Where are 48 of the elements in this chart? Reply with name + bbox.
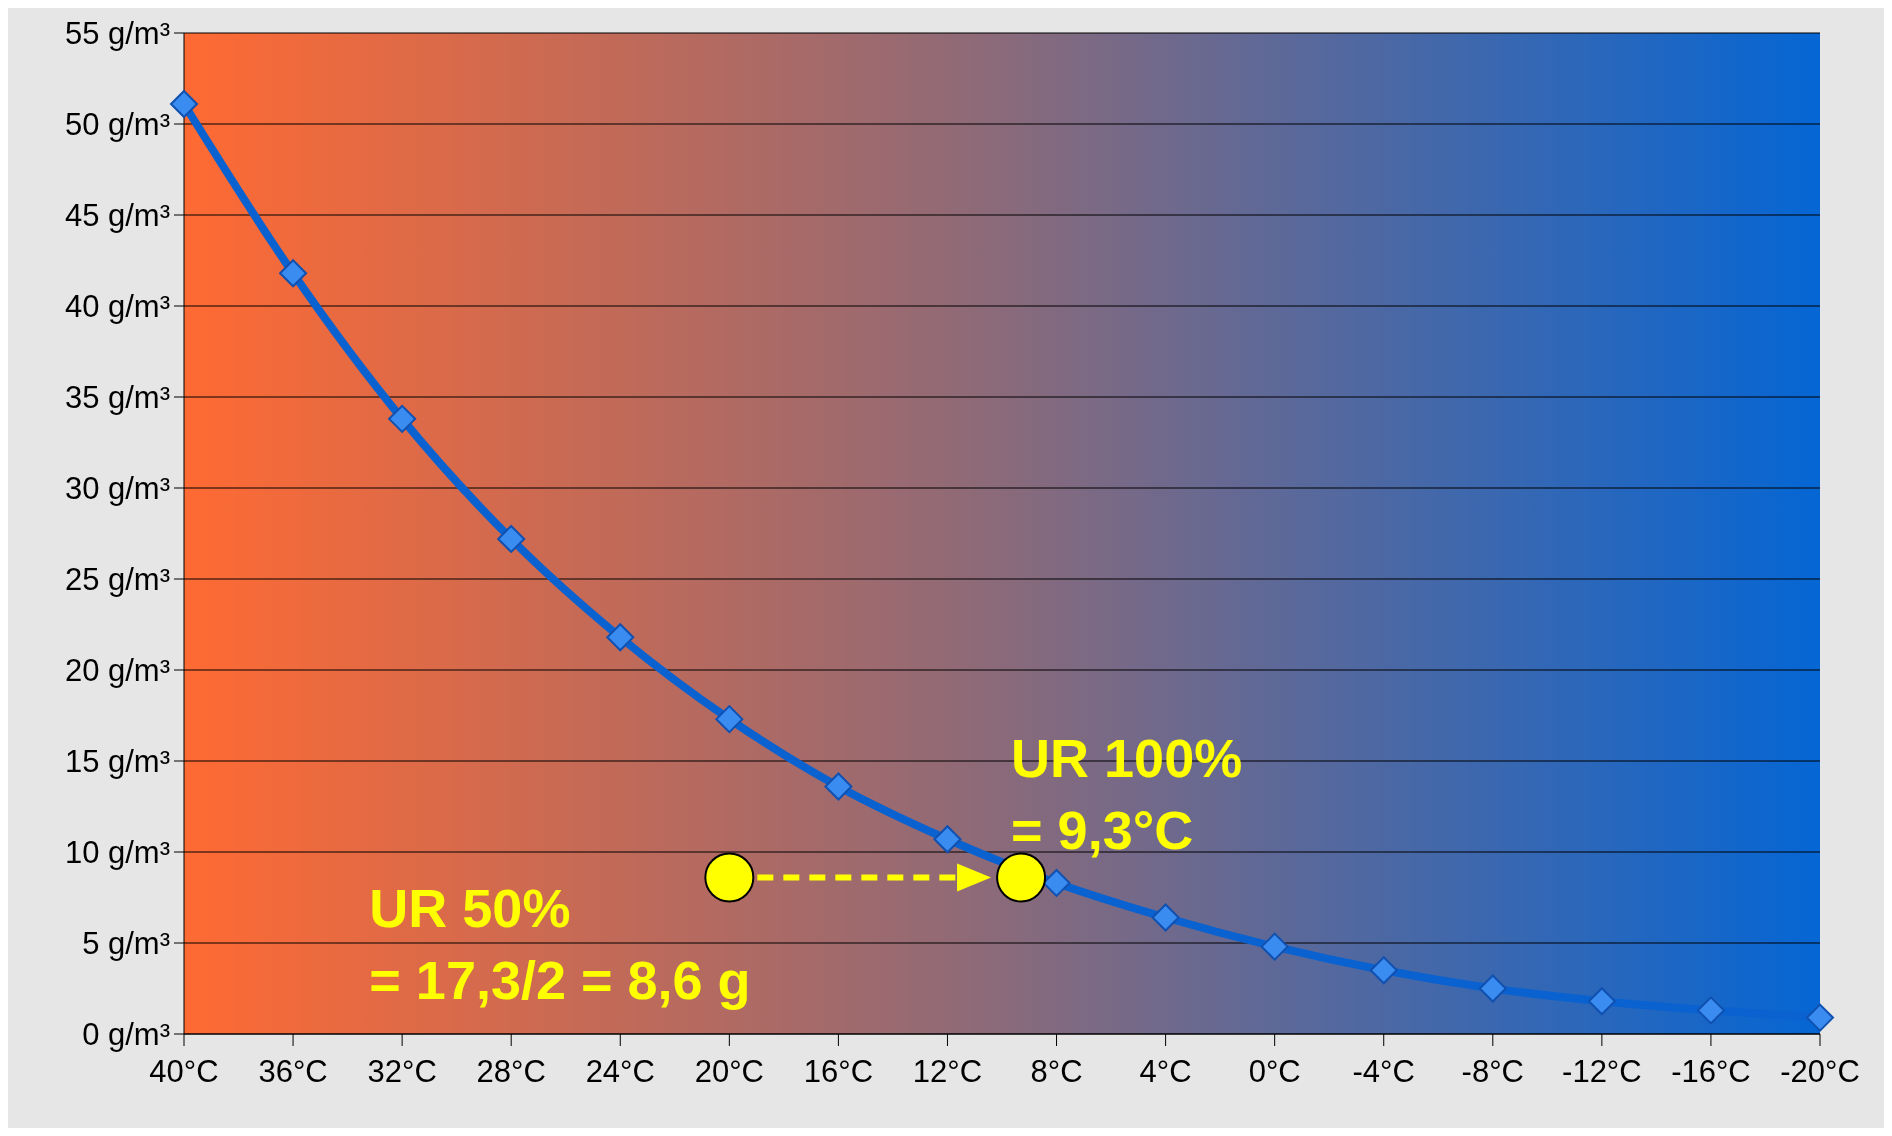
x-tick-label: 20°C <box>694 1054 764 1089</box>
point <box>933 825 962 854</box>
y-tick-label: 10 g/m³ <box>64 834 170 870</box>
x-tick-label: -8°C <box>1461 1054 1524 1089</box>
x-tick-label: 16°C <box>803 1054 874 1089</box>
x-tick-label: 28°C <box>476 1054 546 1089</box>
y-tick-label: 5 g/m³ <box>82 925 170 961</box>
x-tick-label: 36°C <box>258 1054 328 1089</box>
point <box>1696 996 1725 1025</box>
y-tick-label: 40 g/m³ <box>64 288 170 324</box>
point <box>388 404 417 433</box>
point <box>1151 903 1180 932</box>
point <box>1042 868 1071 897</box>
x-tick-label: -20°C <box>1780 1054 1860 1089</box>
x-tick-label: -4°C <box>1352 1054 1415 1089</box>
point <box>170 89 198 118</box>
y-tick-label: 50 g/m³ <box>64 106 170 142</box>
x-tick-label: 40°C <box>149 1054 219 1089</box>
x-tick-label: 32°C <box>367 1054 437 1089</box>
annotation: UR 100% = 9,3°C <box>1011 728 1243 861</box>
annotation: UR 50% = 17,3/2 = 8,6 g <box>369 878 751 1011</box>
x-tick-label: -16°C <box>1671 1054 1751 1089</box>
point <box>1587 987 1616 1016</box>
y-tick-label: 20 g/m³ <box>64 652 170 688</box>
point <box>1806 1003 1834 1032</box>
y-tick-label: 45 g/m³ <box>64 197 170 233</box>
y-tick-label: 15 g/m³ <box>64 743 170 779</box>
point <box>1369 956 1398 985</box>
x-tick-label: 24°C <box>585 1054 655 1089</box>
point <box>704 852 755 903</box>
y-tick-label: 35 g/m³ <box>64 379 170 415</box>
y-tick-label: 0 g/m³ <box>82 1016 170 1052</box>
point <box>996 852 1047 903</box>
y-tick-label: 55 g/m³ <box>64 15 170 51</box>
point <box>497 524 526 553</box>
point <box>715 705 744 734</box>
point <box>824 772 853 801</box>
point <box>279 259 308 288</box>
y-tick-label: 30 g/m³ <box>64 470 170 506</box>
point <box>606 623 635 652</box>
x-tick-label: 0°C <box>1248 1054 1301 1089</box>
x-tick-label: 8°C <box>1030 1054 1083 1089</box>
point <box>1478 974 1507 1003</box>
y-tick-label: 25 g/m³ <box>64 561 170 597</box>
x-tick-label: -12°C <box>1562 1054 1642 1089</box>
x-tick-label: 12°C <box>912 1054 983 1089</box>
point <box>1260 932 1289 961</box>
x-tick-label: 4°C <box>1139 1054 1192 1089</box>
